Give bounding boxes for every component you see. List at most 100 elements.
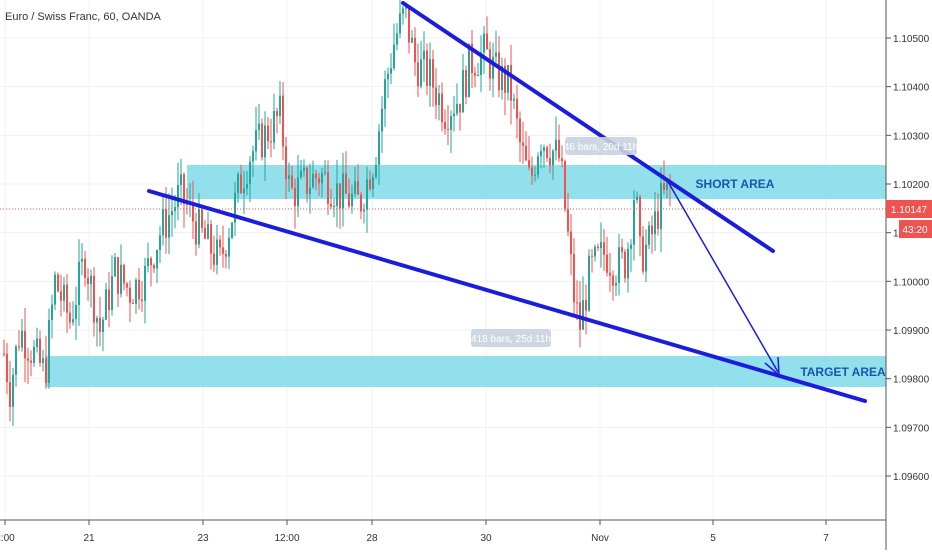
candle-body [261,123,263,158]
candle-body [6,353,8,383]
candle-body [435,87,437,106]
candle-body [375,164,377,177]
candle-body [75,305,77,320]
candle-body [408,7,410,43]
candle-body [354,181,356,194]
candle-body [72,319,74,323]
price-tick-label: 1.09600 [893,472,930,483]
candle-body [24,330,26,359]
candle-body [513,98,515,101]
candle-body [141,299,143,301]
candle-body [204,227,206,239]
candle-body [327,172,329,204]
candle-body [156,250,158,269]
candle-body [570,231,572,255]
candle-body [216,239,218,265]
candle-body [396,33,398,45]
candle-body [603,242,605,255]
candle-body [27,358,29,361]
candle-body [78,261,80,306]
candle-body [567,209,569,232]
candle-body [222,247,224,254]
upper-trendline[interactable] [401,1,775,253]
candle-body [108,289,110,311]
candle-body [438,93,440,106]
candle-body [339,183,341,209]
measure-upper-badge [565,137,637,155]
time-tick-label: 23 [197,533,209,544]
candle-body [138,279,140,300]
candle-body [447,128,449,130]
candle-body [432,59,434,88]
candle-body [87,277,89,285]
price-tick-label: 1.10400 [893,83,930,94]
candle-body [18,346,20,348]
candle-body [378,131,380,165]
candle-body [144,266,146,301]
candle-body [594,246,596,257]
candle-body [171,211,173,216]
candle-body [360,194,362,212]
zone-layer [45,165,886,387]
symbol-label[interactable]: Euro / Swiss Franc, 60, OANDA [5,11,162,23]
candle-body [591,255,593,257]
candle-body [615,282,617,286]
candle-body [405,7,407,9]
candle-body [348,193,350,207]
candle-body [411,37,413,43]
candle-body [573,254,575,303]
candle-body [498,52,500,91]
candle-body [249,161,251,185]
candle-body [99,317,101,332]
lower-trendline[interactable] [147,189,867,403]
projection-arrow[interactable] [666,179,779,373]
candle-body [267,125,269,142]
measure-lower-badge [471,329,551,347]
candle-body [519,118,521,143]
candle-body [285,146,287,180]
candle-body [564,161,566,210]
candle-body [33,347,35,363]
candle-body [480,52,482,75]
candle-body [387,73,389,80]
candle-body [468,43,470,98]
time-axis[interactable]: 2:00 21 23 12:00 28 30 Nov 5 7 [0,520,829,544]
target-area-label: TARGET AREA [800,365,886,379]
price-tick-label: 1.10300 [893,131,930,142]
candle-body [111,276,113,311]
candle-body [636,196,638,201]
candle-body [345,173,347,194]
candle-body [69,312,71,323]
candle-body [36,338,38,348]
candle-body [504,65,506,93]
candle-body [363,209,365,212]
candle-body [147,258,149,267]
candle-body [159,235,161,251]
candle-body [201,209,203,228]
candle-body [297,177,299,207]
candle-body [54,274,56,305]
candle-body [243,188,245,194]
candle-body [66,284,68,313]
candle-body [522,142,524,146]
candle-body [288,175,290,180]
price-tick-label: 1.10200 [893,180,930,191]
candle-body [336,183,338,206]
candle-body [441,93,443,123]
candle-body [180,174,182,186]
candle-body [198,209,200,245]
candle-body [273,110,275,143]
candle-body [420,59,422,87]
candle-body [276,110,278,117]
price-tick-label: 1.09700 [893,423,930,434]
candle-body [543,147,545,152]
candle-body [132,302,134,305]
price-axis[interactable]: 1.105001.104001.103001.102001.101001.100… [886,34,930,483]
candle-body [561,158,563,162]
candle-body [165,209,167,238]
candle-body [51,304,53,320]
candle-body [654,211,656,235]
candle-body [357,181,359,195]
candle-body [309,187,311,194]
